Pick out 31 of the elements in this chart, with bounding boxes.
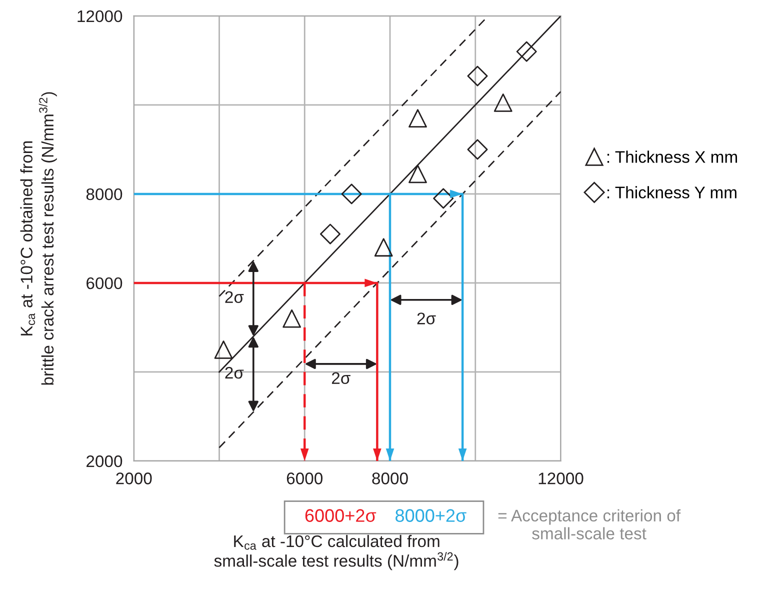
annotation: 2σ [225,366,244,379]
x-tick-label: 8000 [372,472,408,484]
x-axis-title: K$_{ca}$ at -10°C calculated from small-scale test results (N/mm$^{3/2}$) [214,534,458,570]
point [516,41,537,62]
point [341,184,362,204]
x-tick-label: 12000 [538,472,584,484]
point [467,66,488,86]
y-tick-label: 12000 [78,10,122,22]
legend-label: : Thickness Y mm [607,186,736,198]
point [374,238,393,257]
legend-label: : Thickness X mm [607,150,737,163]
text: = Acceptance criterion of small-scale test [498,509,681,540]
text: 6000+2σ [305,509,376,522]
point [467,139,488,160]
y-tick-label: 6000 [86,277,122,290]
y-tick-label: 8000 [86,188,122,200]
point [214,340,233,359]
text: 8000+2σ [396,509,466,522]
point [408,164,427,184]
point [282,309,302,328]
point [494,94,512,112]
point [408,109,427,128]
x-tick-label: 2000 [116,472,152,484]
x-tick-label: 6000 [286,472,323,484]
y-tick-label: 2000 [86,455,122,468]
annotation: 2σ [332,372,350,384]
point [433,188,454,209]
y-axis-title: K$_{ca}$ at -10°C obtained from brittle crack arrest test results (N/mm$^{3/2}$) [20,92,57,385]
annotation: 2σ [225,291,244,304]
annotation: 2σ [417,312,436,324]
point [320,224,340,244]
